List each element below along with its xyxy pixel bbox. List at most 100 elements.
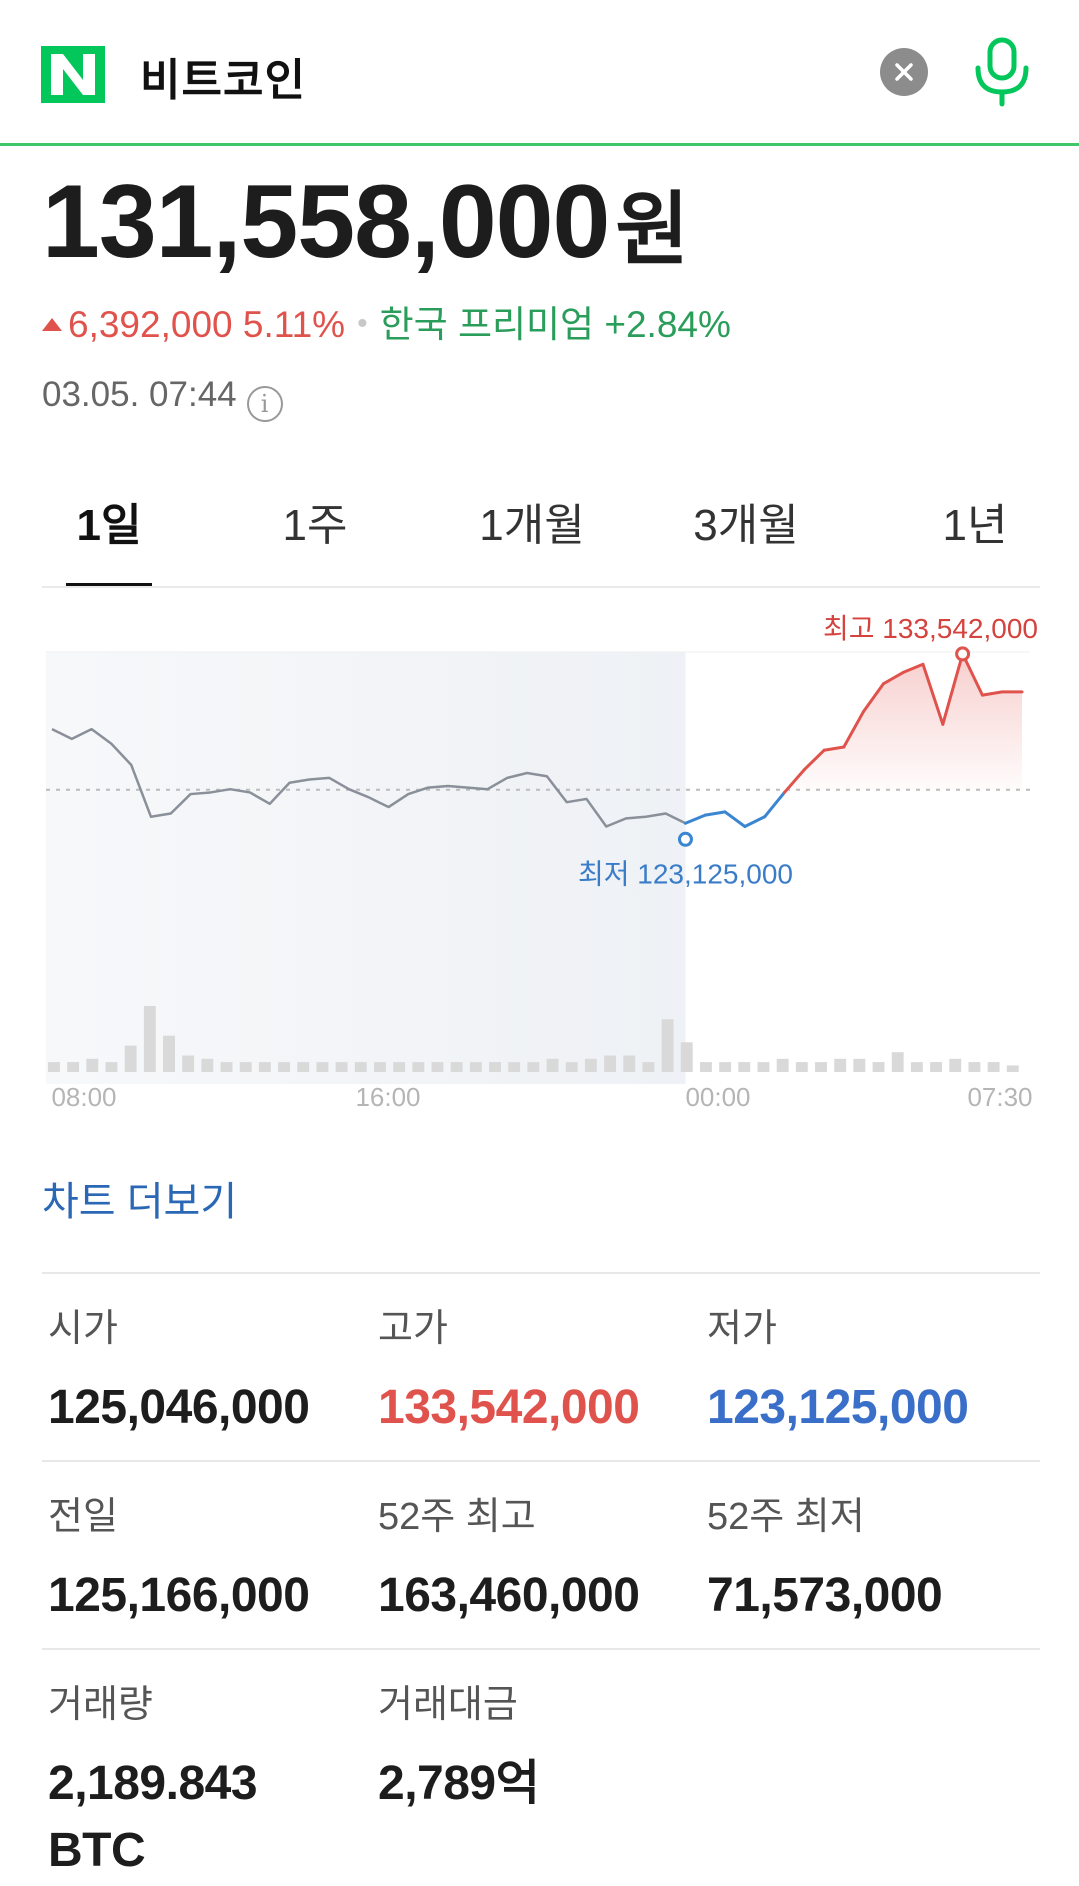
- volume-bar: [469, 1062, 482, 1072]
- stat-trade-value: 거래대금 2,789억: [378, 1686, 698, 1817]
- volume-bar: [354, 1062, 367, 1072]
- microphone-icon[interactable]: [970, 36, 1034, 108]
- volume-bar: [949, 1058, 962, 1072]
- recent-price-segment: [703, 810, 727, 817]
- stat-value: 123,125,000: [707, 1381, 969, 1434]
- volume-bar: [968, 1062, 981, 1072]
- info-icon[interactable]: i: [246, 386, 283, 422]
- current-price: 131,558,000원: [42, 170, 689, 274]
- stat-value: 163,460,000: [378, 1569, 640, 1622]
- stat-label: 저가: [707, 1308, 777, 1350]
- volume-bar: [374, 1062, 386, 1072]
- volume-bar: [565, 1062, 578, 1072]
- volume-bar: [661, 1019, 674, 1072]
- recent-price-segment: [941, 652, 965, 726]
- volume-bar: [700, 1062, 712, 1072]
- stat-value: 71,573,000: [707, 1569, 943, 1622]
- naver-logo-icon[interactable]: [41, 46, 105, 103]
- volume-bar: [48, 1062, 60, 1072]
- volume-bar: [450, 1062, 463, 1072]
- volume-bar: [489, 1062, 501, 1072]
- volume-bar: [1006, 1065, 1019, 1072]
- volume-bar: [815, 1062, 827, 1072]
- low-marker: [677, 831, 693, 847]
- search-query[interactable]: 비트코인: [140, 56, 306, 105]
- recent-price-segment: [980, 690, 1004, 697]
- volume-bar: [527, 1062, 540, 1072]
- recent-price-segment: [683, 813, 707, 825]
- recent-price-segment: [921, 662, 945, 726]
- divider: [42, 1272, 1040, 1274]
- recent-price-segment: [901, 662, 925, 674]
- divider: [42, 1648, 1040, 1650]
- volume-bar: [412, 1062, 425, 1072]
- volume-bar: [584, 1058, 597, 1072]
- price-change: 6,392,000 5.11%: [68, 304, 346, 345]
- volume-bar: [776, 1058, 789, 1072]
- recent-price-segment: [881, 670, 905, 686]
- stat-high: 고가 133,542,000: [378, 1310, 698, 1441]
- volume-bar: [278, 1062, 291, 1072]
- x-tick-label: 16:00: [355, 1082, 420, 1112]
- price-chart[interactable]: 최고 133,542,000 최저 123,125,000 08:00 16:00 00…: [42, 613, 1040, 1112]
- stat-open: 시가 125,046,000: [48, 1310, 368, 1441]
- volume-bar: [872, 1062, 885, 1072]
- price-value: 131,558,000: [42, 164, 610, 280]
- volume-bar: [891, 1052, 904, 1072]
- volume-bar: [163, 1035, 175, 1072]
- volume-bar: [335, 1062, 348, 1072]
- high-marker: [955, 646, 971, 662]
- volume-bar: [316, 1062, 329, 1072]
- volume-bar: [124, 1045, 137, 1072]
- tab-1month[interactable]: 1개월: [479, 501, 585, 550]
- stat-label: 고가: [378, 1308, 448, 1350]
- volume-bar: [220, 1062, 233, 1072]
- volume-bar: [393, 1062, 406, 1072]
- stat-label: 거래대금: [378, 1684, 518, 1726]
- stat-label: 52주 최고: [378, 1496, 536, 1538]
- up-area-fill: [685, 653, 1022, 790]
- volume-bar: [853, 1058, 866, 1072]
- recent-price-segment: [862, 682, 885, 713]
- volume-bar: [86, 1058, 99, 1072]
- close-icon[interactable]: [880, 48, 928, 96]
- x-tick-label: 07:30: [967, 1082, 1032, 1112]
- chart-more-link[interactable]: 차트 더보기: [42, 1180, 238, 1224]
- stat-low: 저가 123,125,000: [707, 1310, 1027, 1441]
- volume-bar: [719, 1062, 732, 1072]
- active-tab-indicator: [66, 583, 152, 586]
- change-line: 6,392,000 5.11% • 한국 프리미엄 +2.84%: [42, 306, 731, 343]
- tab-1week[interactable]: 1주: [282, 501, 348, 550]
- volume-bar: [680, 1042, 693, 1072]
- stat-value: 2,189.843 BTC: [48, 1757, 258, 1878]
- volume-bar: [201, 1058, 214, 1072]
- quote-timestamp: 03.05. 07:44 i: [42, 377, 283, 422]
- stat-value: 2,789억: [378, 1757, 540, 1810]
- tab-3month[interactable]: 3개월: [693, 501, 799, 550]
- up-triangle-icon: [42, 318, 62, 331]
- search-header: 비트코인: [0, 0, 1079, 146]
- tab-1day[interactable]: 1일: [76, 501, 142, 550]
- recent-price-segment: [961, 652, 984, 697]
- divider: [42, 1460, 1040, 1462]
- separator-dot: •: [357, 307, 368, 340]
- recent-price-segment: [822, 745, 846, 752]
- timestamp-text: 03.05. 07:44: [42, 375, 237, 414]
- korea-premium: 한국 프리미엄 +2.84%: [379, 304, 731, 345]
- stat-value: 133,542,000: [378, 1381, 640, 1434]
- stat-label: 52주 최저: [707, 1496, 865, 1538]
- volume-bar: [67, 1062, 80, 1072]
- volume-bar: [546, 1058, 559, 1072]
- recent-price-segment: [842, 709, 866, 749]
- volume-bar: [834, 1058, 847, 1072]
- recent-price-segment: [802, 748, 826, 772]
- volume-bar: [930, 1062, 943, 1072]
- volume-bar: [508, 1062, 521, 1072]
- stat-value: 125,046,000: [48, 1381, 310, 1434]
- tab-1year[interactable]: 1년: [942, 501, 1008, 550]
- volume-bar: [105, 1062, 118, 1072]
- volume-bar: [297, 1062, 310, 1072]
- stat-value: 125,166,000: [48, 1569, 310, 1622]
- stat-prev-close: 전일 125,166,000: [48, 1498, 368, 1629]
- price-unit: 원: [615, 185, 689, 274]
